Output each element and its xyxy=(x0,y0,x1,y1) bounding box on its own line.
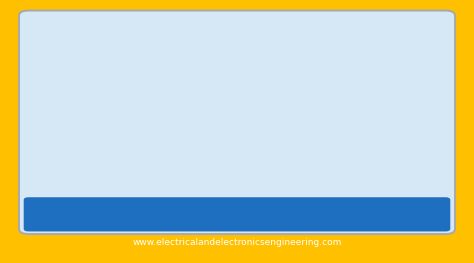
Text: Two way
switch: Two way switch xyxy=(356,141,392,160)
Text: Two way switch Wiring: Two way switch Wiring xyxy=(178,38,296,48)
FancyBboxPatch shape xyxy=(147,134,208,178)
Text: Phase: Phase xyxy=(24,151,57,161)
Text: Two way
switch: Two way switch xyxy=(160,180,195,200)
FancyBboxPatch shape xyxy=(287,134,353,178)
Text: Electrical and Electronics Engineering: Electrical and Electronics Engineering xyxy=(95,16,379,29)
Text: Neutral: Neutral xyxy=(21,113,57,123)
Text: www.electricalandelectronicsengineering.com: www.electricalandelectronicsengineering.… xyxy=(132,238,342,247)
Circle shape xyxy=(200,55,227,76)
